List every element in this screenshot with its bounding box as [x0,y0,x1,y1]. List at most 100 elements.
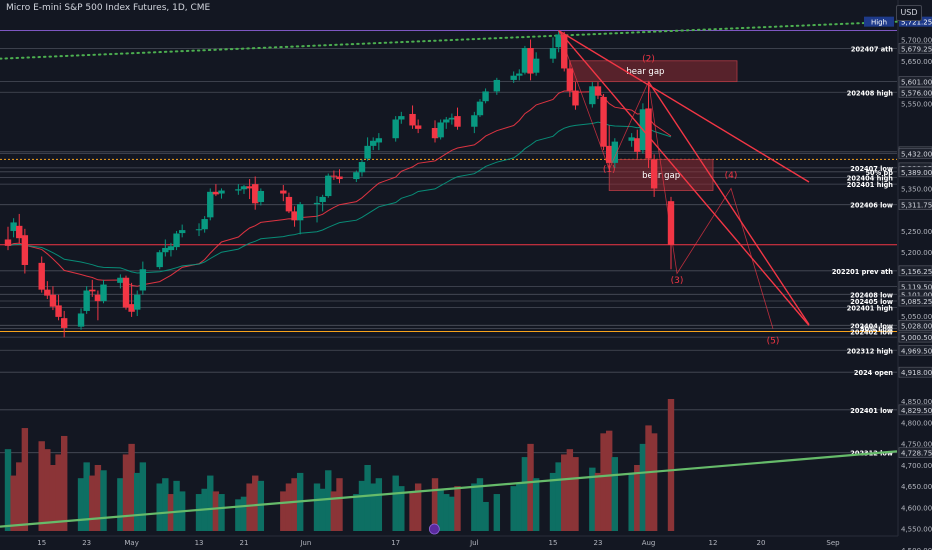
candle [117,274,124,289]
candle-body [173,233,180,248]
candle-body [392,119,399,139]
candle [156,250,163,270]
volume-bar [605,430,613,531]
volume-bar [650,433,658,531]
volume-trend-line [0,450,898,528]
price-badge-text: 5,028.00 [901,322,932,330]
candle [128,282,135,317]
candle [493,77,501,95]
volume-bar [252,475,259,531]
moving-averages [7,90,672,287]
volume-bar [162,478,169,531]
price-badge-text: 5,119.50 [901,283,932,291]
candle [605,125,613,170]
candle [482,88,489,104]
price-badge [898,265,932,277]
volume-bar [218,494,225,531]
volume-bar [667,399,675,531]
candle [650,154,658,197]
volume-bar [364,465,371,531]
candle [476,99,484,117]
ema-fast-line [7,90,672,287]
volume-bar [448,496,456,531]
candle-body [44,289,51,296]
candle [561,31,568,72]
candle-body [16,225,23,239]
candle-body [398,116,405,120]
price-badge [898,295,932,307]
currency-button[interactable]: USD [896,5,922,21]
candle-body [60,318,68,328]
price-axis[interactable]: 5,700.005,679.25 5,650.00 5,601.00 5,576.00… [864,0,932,550]
candle-body [195,229,203,231]
candle-body [296,204,304,221]
price-badge-text: 5,389.00 [901,169,932,177]
candle [139,261,147,295]
volume-bar [409,491,416,531]
event-marker-icon [428,523,440,535]
candle [212,184,220,197]
volume-bar [83,462,90,531]
volume-bar [521,457,529,531]
candle [600,93,607,151]
volume-bar [414,483,422,531]
price-badge-text: 5,601.00 [901,79,932,87]
volume-bar [207,475,214,531]
candle [594,82,602,100]
volume-bar [471,483,478,531]
price-badge-text: 4,829.50 [901,407,932,415]
price-badge [898,86,932,98]
bear-trendline [558,29,810,183]
candle [398,111,405,124]
volume-bar [257,480,265,531]
volume-trendline [0,450,898,528]
time-axis[interactable]: 15 23 May 13 21 Jun 17 Jul 15 23 Aug 12 20 Sep [0,523,898,547]
candle-body [319,196,326,203]
candle [16,213,23,244]
volume-bar [454,486,461,531]
candle [21,228,29,274]
level-label: 2024 open [854,369,893,377]
level-label: 202405 low [850,298,893,306]
volume-bar [566,449,574,531]
candle-body [667,201,675,245]
candle [49,286,57,311]
candle-body [280,190,287,194]
price-tick-label: 4,600.00 [901,504,932,512]
time-tick-label: 23 [593,539,602,547]
price-badge [898,43,932,54]
candle-body [336,176,343,180]
candle-body [510,75,517,80]
candle [431,120,439,143]
bear-gap-label: bear gap [626,67,664,77]
candle-body [21,235,29,265]
time-tick-label: 23 [82,539,91,547]
volume-bar [516,483,523,531]
price-badge [898,366,932,378]
candle-body [358,162,366,173]
candle-body [134,294,141,310]
candle [392,116,399,142]
level-label: 202312 high [847,347,893,355]
price-tick-label: 5,700.00 [901,37,932,45]
bear-trendline [647,81,810,325]
candle [532,52,540,76]
price-tick-label: 4,800.00 [901,419,932,427]
chart-title: Micro E-mini S&P 500 Index Futures, 1D, … [6,3,211,13]
candle [639,103,647,154]
volume-bar [77,478,85,531]
level-label: 202408 low [850,291,893,299]
candle-body [77,313,85,327]
price-tick-label: 4,850.00 [901,398,932,406]
candle-body [218,190,225,194]
price-badge-text: 4,728.75 [901,450,932,458]
high-tag [864,16,894,27]
level-label: 202401 high [847,181,893,189]
price-badge [898,404,932,416]
candle [207,188,214,221]
candle [375,133,383,151]
volume-bar [285,483,293,531]
candle [162,239,169,257]
time-tick-label: Sep [826,539,840,547]
